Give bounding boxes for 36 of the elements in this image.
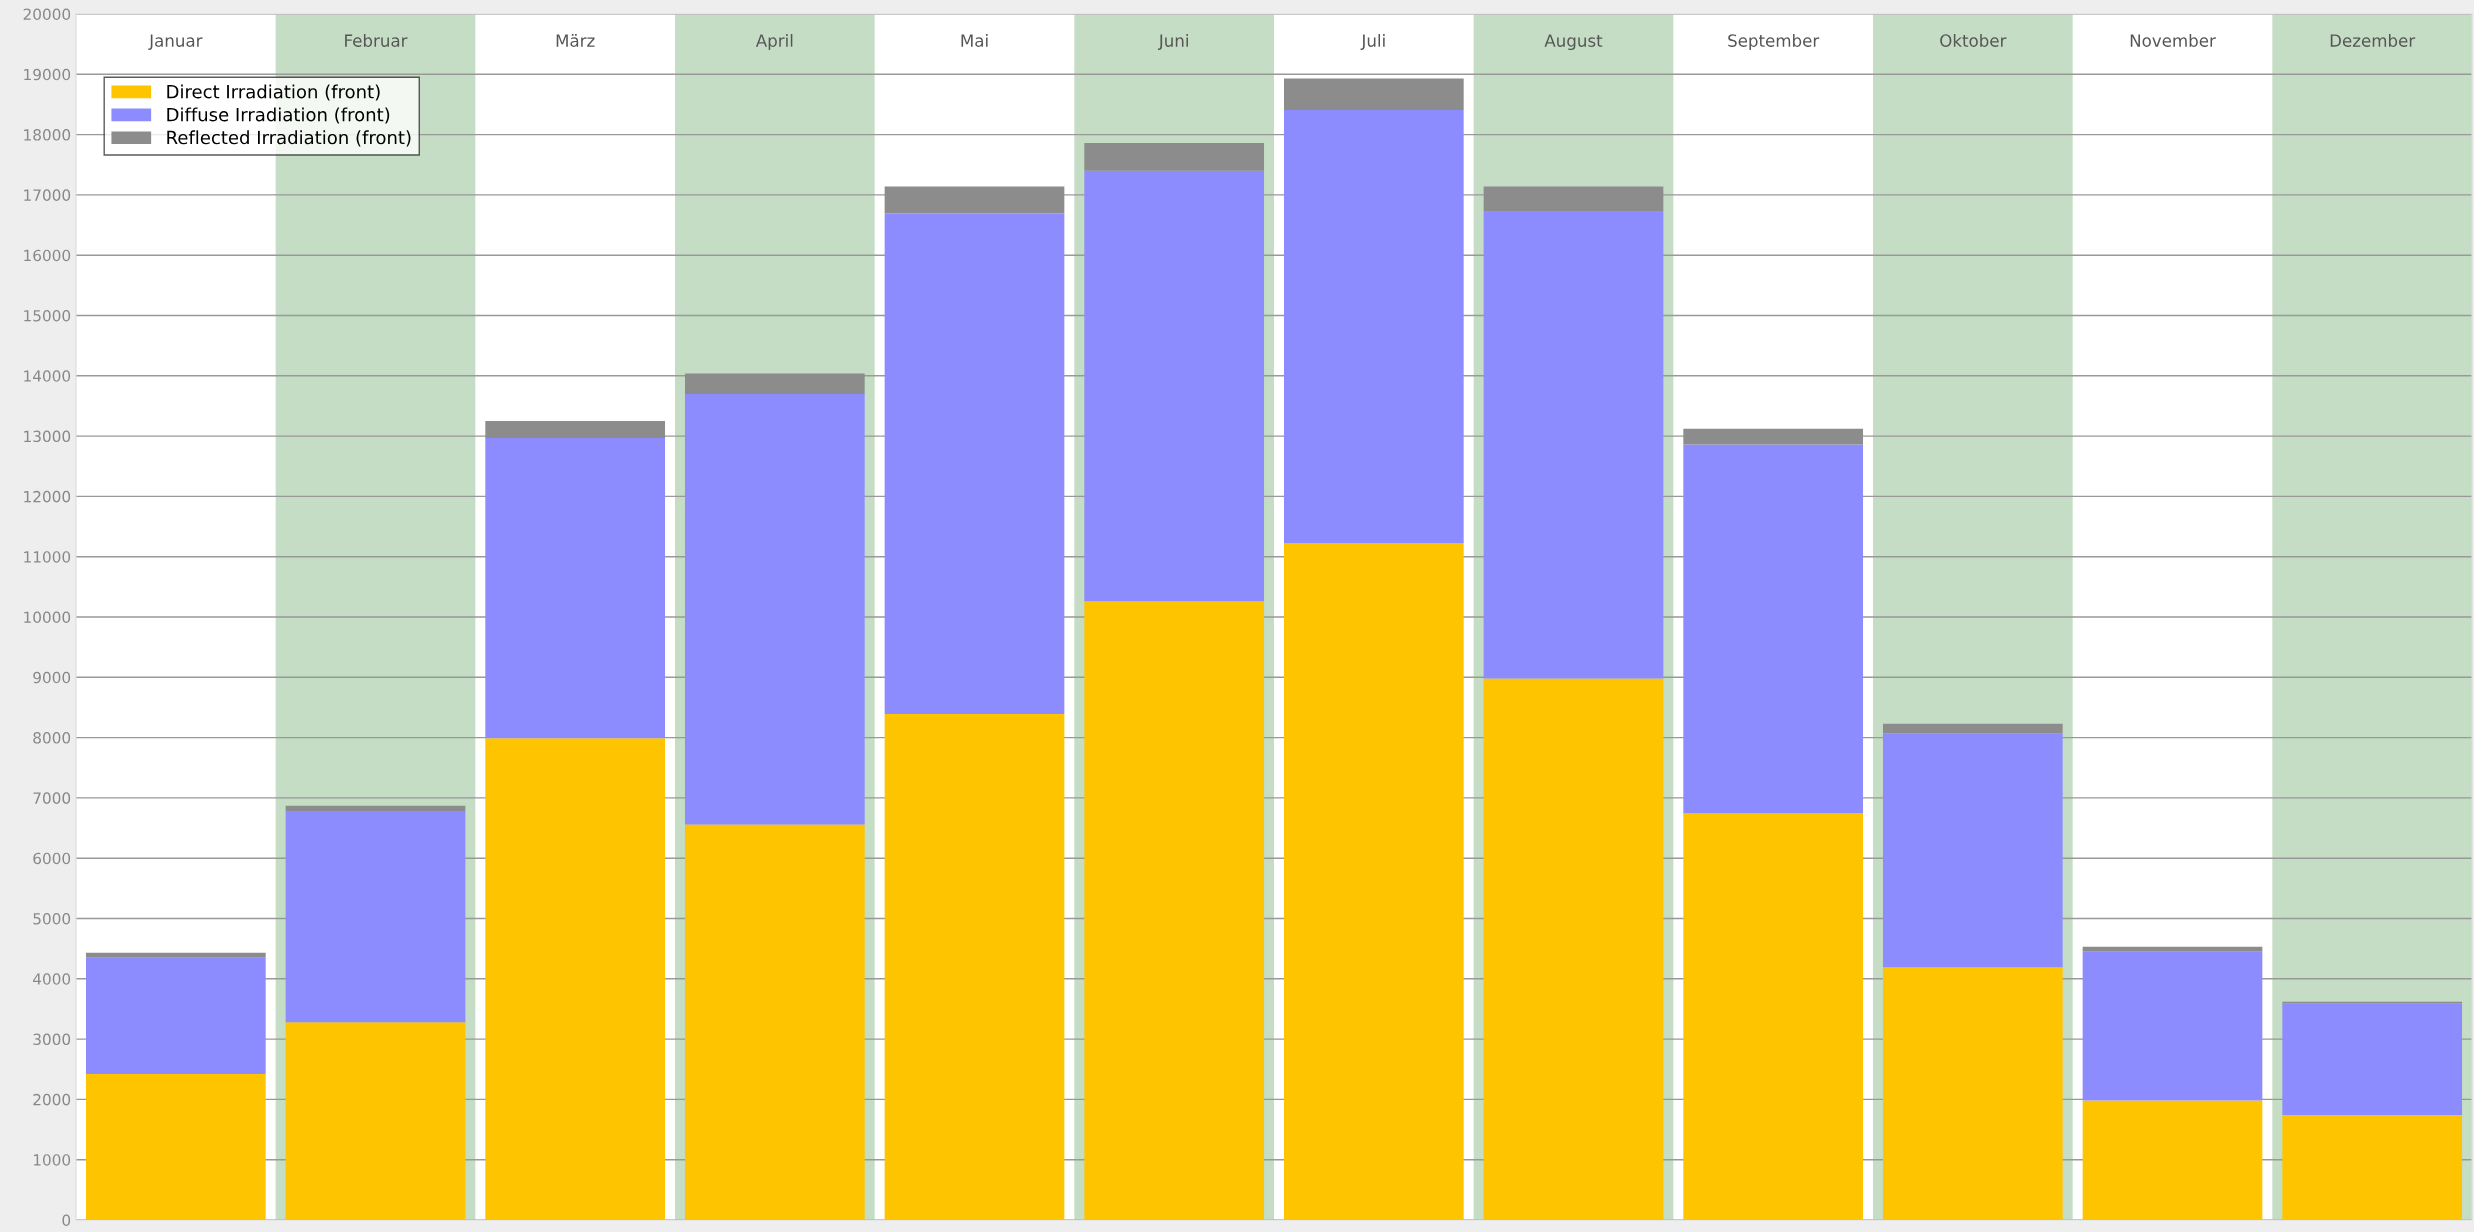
y-tick-label: 4000 xyxy=(33,973,71,985)
y-tick-label: 8000 xyxy=(33,732,71,744)
x-tick-label: August xyxy=(1544,34,1603,51)
x-tick-label: Januar xyxy=(148,34,203,50)
x-tick-label: Dezember xyxy=(2330,33,2416,47)
y-tick-label: 19000 xyxy=(24,68,71,81)
y-tick-label: 14000 xyxy=(24,370,71,382)
legend-label: Reflected Irradiation (front) xyxy=(167,130,411,147)
y-tick-label: 18000 xyxy=(24,129,71,141)
x-tick-label: Februar xyxy=(345,33,408,47)
y-tick-label: 2000 xyxy=(33,1093,71,1106)
y-tick-label: 20000 xyxy=(23,8,71,21)
y-tick-label: 0 xyxy=(62,1214,71,1227)
x-tick-label: März xyxy=(556,34,595,47)
x-tick-label: September xyxy=(1728,33,1820,51)
y-tick-label: 1000 xyxy=(33,1154,71,1166)
y-tick-label: 11000 xyxy=(24,551,71,563)
y-tick-label: 9000 xyxy=(33,671,71,684)
y-tick-label: 5000 xyxy=(33,912,71,925)
x-tick-label: April xyxy=(755,33,793,51)
x-tick-label: Mai xyxy=(961,33,988,47)
y-tick-label: 16000 xyxy=(24,249,71,262)
y-tick-label: 15000 xyxy=(24,309,71,322)
y-tick-label: 3000 xyxy=(33,1033,71,1046)
legend-label: Direct Irradiation (front) xyxy=(167,84,380,101)
y-tick-label: 12000 xyxy=(24,490,71,503)
y-tick-label: 7000 xyxy=(33,792,71,804)
x-tick-label: November xyxy=(2130,33,2216,47)
y-tick-label: 17000 xyxy=(24,189,71,201)
legend-label: Diffuse Irradiation (front) xyxy=(167,107,390,124)
y-tick-label: 6000 xyxy=(33,852,71,865)
x-tick-label: Juni xyxy=(1157,33,1188,50)
y-tick-label: 13000 xyxy=(24,430,71,443)
x-tick-label: Juli xyxy=(1360,33,1385,50)
x-tick-label: Oktober xyxy=(1940,33,2007,47)
y-tick-label: 10000 xyxy=(24,611,71,624)
